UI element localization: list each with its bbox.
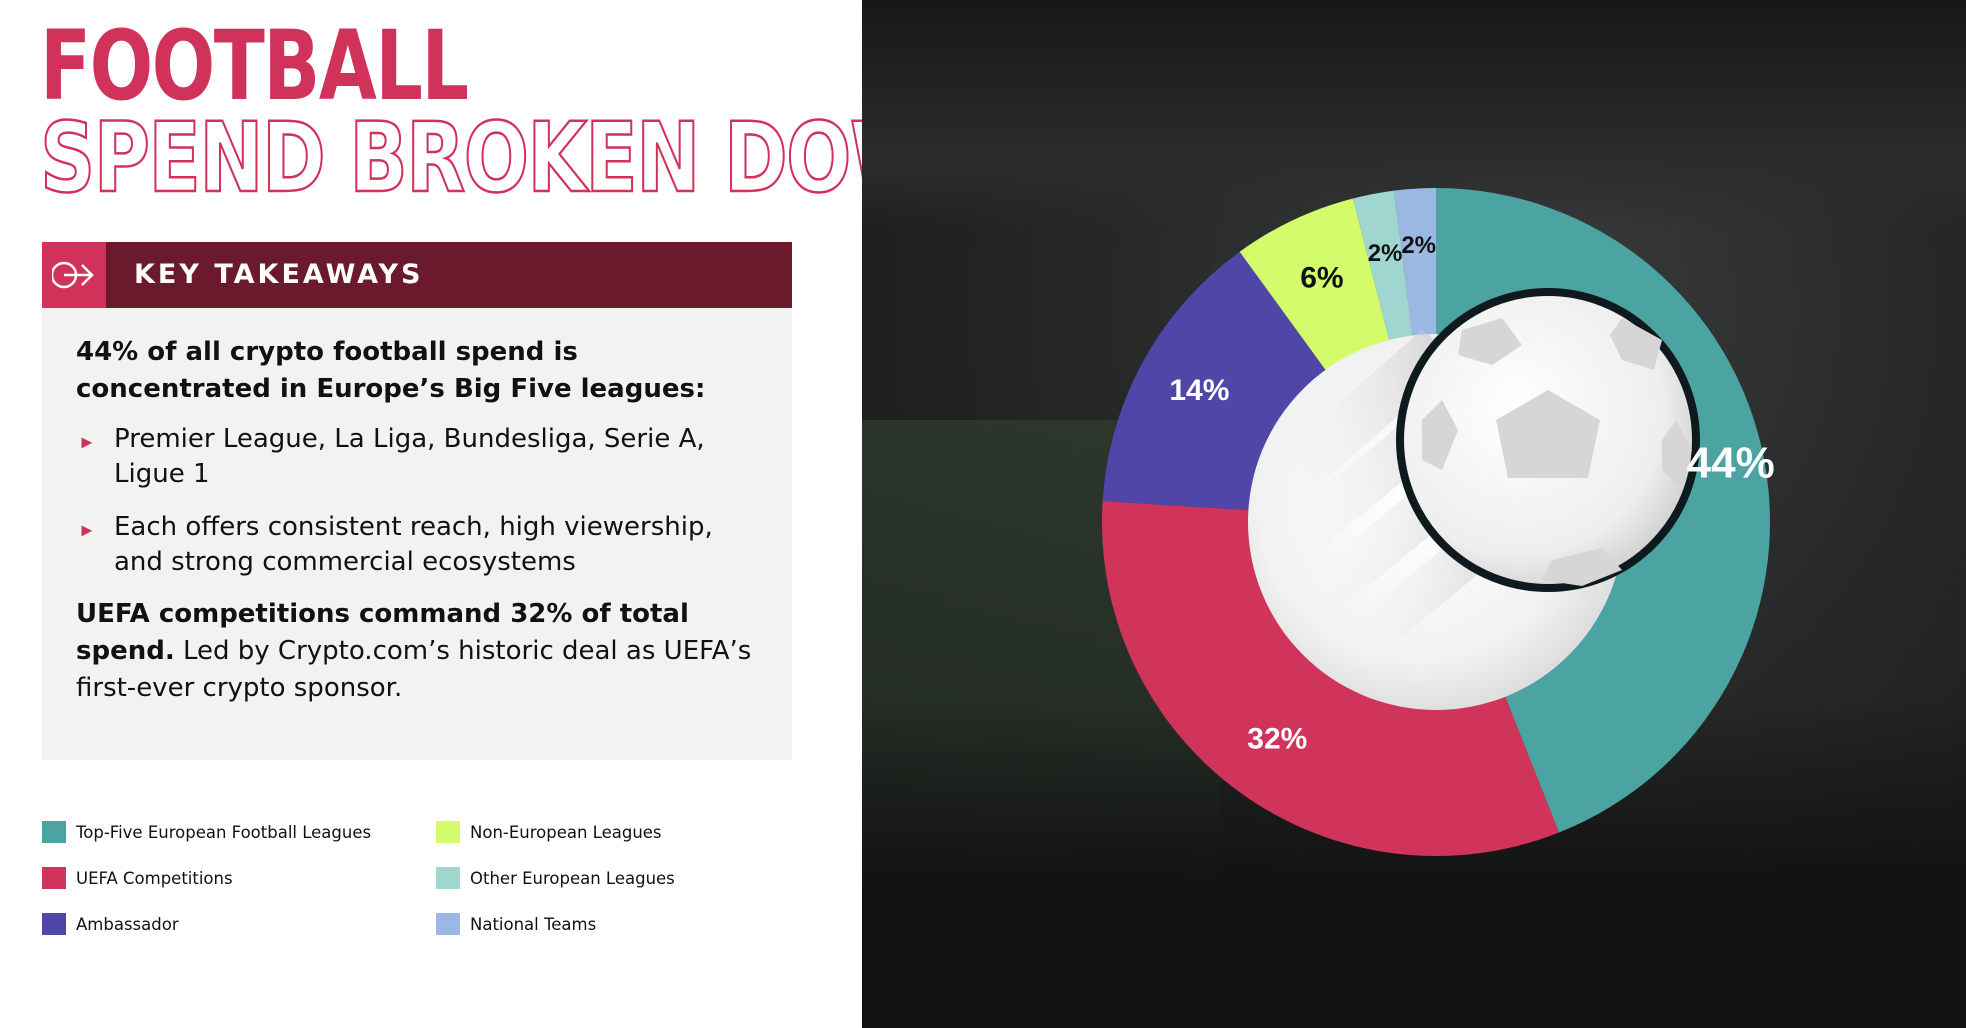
page-title-line1: FOOTBALL xyxy=(40,10,469,122)
takeaway-closing-bold: UEFA competitions command 32% of total s… xyxy=(76,599,689,666)
slice-label-non-european: 6% xyxy=(1300,261,1343,294)
slice-labels: 44% 32% 14% 6% 2%2% xyxy=(1169,232,1774,755)
legend-swatch xyxy=(436,867,460,889)
slice-label-national-teams: 2% xyxy=(1401,232,1436,259)
stadium-background: 44% 32% 14% 6% 2% 2% xyxy=(862,0,1966,1028)
donut-chart: 44% 32% 14% 6% 2%2% xyxy=(1102,188,1775,856)
legend-label: Non-European Leagues xyxy=(470,822,662,842)
legend-item-ambassador: Ambassador xyxy=(42,912,179,936)
key-takeaways-box: 44% of all crypto football spend is conc… xyxy=(42,308,792,760)
legend-label: National Teams xyxy=(470,914,597,934)
takeaway-closing-rest: Led by Crypto.com’s historic deal as UEF… xyxy=(76,636,752,703)
legend-item-uefa: UEFA Competitions xyxy=(42,866,233,890)
bullet-marker-icon: ► xyxy=(78,520,96,540)
legend-item-national-teams: National Teams xyxy=(436,912,596,936)
legend-label: Ambassador xyxy=(76,914,179,934)
takeaway-closing: UEFA competitions command 32% of total s… xyxy=(76,596,766,707)
key-takeaways-label: KEY TAKEAWAYS xyxy=(134,259,424,290)
slice-label-ambassador: 14% xyxy=(1169,374,1229,407)
slice-label-top-five: 44% xyxy=(1687,438,1775,487)
slice-label-other-european: 2% xyxy=(1368,240,1403,267)
legend-label: Other European Leagues xyxy=(470,868,675,888)
legend-item-other-european: Other European Leagues xyxy=(436,866,675,890)
key-takeaways-header: KEY TAKEAWAYS xyxy=(42,242,792,308)
legend-label: UEFA Competitions xyxy=(76,868,233,888)
takeaway-intro: 44% of all crypto football spend is conc… xyxy=(76,337,706,404)
arrow-right-icon xyxy=(42,242,106,308)
legend-label: Top-Five European Football Leagues xyxy=(76,822,372,842)
legend-swatch xyxy=(436,821,460,843)
left-panel: FOOTBALL SPEND BROKEN DOWN KEY TAKEAWAYS… xyxy=(0,0,998,1028)
page-title-line2: SPEND BROKEN DOWN xyxy=(39,102,998,214)
takeaway-bullet-1: Premier League, La Liga, Bundesliga, Ser… xyxy=(114,424,705,489)
legend-item-top-five: Top-Five European Football Leagues xyxy=(42,820,371,844)
football-icon xyxy=(1396,288,1700,592)
legend-swatch xyxy=(42,913,66,935)
legend-item-non-european: Non-European Leagues xyxy=(436,820,662,844)
slice-label-uefa: 32% xyxy=(1247,722,1307,755)
takeaway-bullet-2: Each offers consistent reach, high viewe… xyxy=(114,512,713,577)
legend-swatch xyxy=(42,867,66,889)
legend-swatch xyxy=(436,913,460,935)
bullet-marker-icon: ► xyxy=(78,432,96,452)
legend-swatch xyxy=(42,821,66,843)
center-decoration xyxy=(1248,288,1700,710)
